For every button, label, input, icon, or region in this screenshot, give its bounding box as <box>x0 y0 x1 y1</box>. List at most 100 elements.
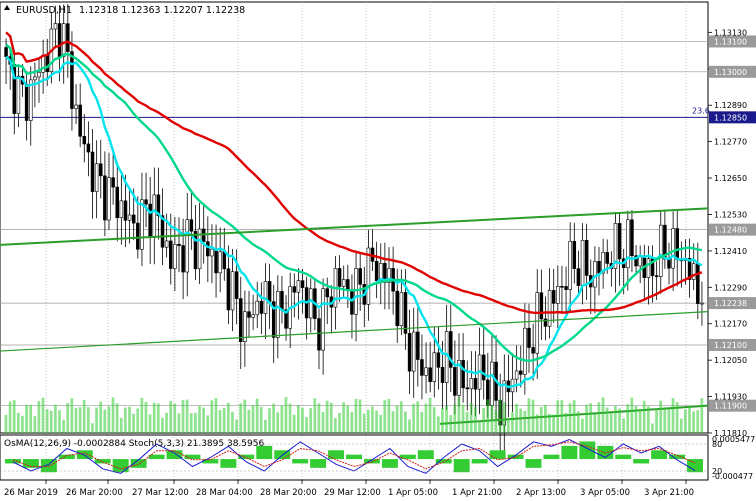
price-tick-label: 1.12770 <box>714 138 747 147</box>
volume-bar <box>572 400 576 433</box>
fib-label: 23.6 <box>692 106 710 115</box>
volume-bar <box>62 419 65 433</box>
candle-body <box>601 252 605 274</box>
volume-bar <box>408 419 411 433</box>
volume-bar <box>329 402 333 433</box>
candle-body <box>436 352 441 368</box>
candle-body <box>551 290 556 304</box>
osma-bar <box>238 454 255 460</box>
volume-bar <box>651 423 654 433</box>
volume-bar <box>618 408 621 433</box>
candle-body <box>169 240 173 269</box>
volume-bar <box>37 400 41 433</box>
candle-body <box>440 367 445 383</box>
volume-bar <box>54 404 57 433</box>
price-tick-label: 1.12050 <box>714 356 747 365</box>
volume-bar <box>679 418 683 433</box>
volume-bar <box>354 398 358 433</box>
candle-body <box>300 280 305 288</box>
symbol-label: EURUSD,H1 <box>16 5 72 16</box>
candle-body <box>576 268 581 286</box>
candle-body <box>514 370 519 380</box>
volume-bar <box>124 407 127 433</box>
candle-body <box>457 360 461 396</box>
candle-body <box>432 352 437 382</box>
candle-body <box>671 228 675 269</box>
volume-bar <box>350 411 354 433</box>
candle-body <box>107 177 111 221</box>
volume-bar <box>420 411 424 433</box>
volume-bar <box>597 402 601 433</box>
volume-bar <box>194 412 197 433</box>
volume-bar <box>474 406 477 433</box>
volume-bar <box>338 412 341 433</box>
candle-body <box>321 288 325 351</box>
price-tick-label: 1.12410 <box>714 247 747 256</box>
volume-bar <box>144 401 148 433</box>
osma-frame <box>0 434 709 481</box>
osma-bar <box>579 441 596 460</box>
candle-body <box>613 223 618 269</box>
volume-bar <box>8 401 12 433</box>
volume-bar <box>132 413 135 433</box>
price-tick-label: 1.12650 <box>714 174 747 183</box>
candle-body <box>86 143 91 153</box>
volume-bar <box>243 399 247 433</box>
candle-body <box>317 318 321 351</box>
osma-bar <box>166 450 183 460</box>
volume-bar <box>535 414 539 433</box>
osma-tick-label: 80 <box>712 440 722 449</box>
volume-bar <box>494 409 498 433</box>
candle-body <box>230 271 235 311</box>
volume-bar <box>556 400 560 433</box>
osma-bar <box>76 450 93 460</box>
candle-body <box>667 258 671 269</box>
candle-body <box>580 239 585 286</box>
osma-tick-label: 0.0005477 <box>712 435 755 444</box>
candle-body <box>527 327 531 348</box>
candle-body <box>123 200 128 221</box>
candle-body <box>449 331 453 368</box>
osma-bar <box>148 454 165 460</box>
volume-bar <box>461 404 465 433</box>
candle-body <box>119 200 124 219</box>
volume-bar <box>169 400 173 433</box>
candle-body <box>276 291 280 338</box>
volume-bar <box>25 404 28 433</box>
volume-bar <box>387 398 391 433</box>
volume-bar <box>498 399 502 433</box>
volume-bar <box>601 397 605 433</box>
candle-body <box>214 248 218 274</box>
time-axis: 26 Mar 2019 26 Mar 20:00 27 Mar 12:00 28 Ma… <box>4 480 694 498</box>
volume-bar <box>280 405 284 433</box>
candle-body <box>374 260 379 281</box>
volume-bar <box>675 402 679 433</box>
volume-bar <box>210 400 214 433</box>
volume-bar <box>465 411 469 433</box>
candle-body <box>115 186 119 219</box>
candle-body <box>337 268 342 287</box>
osma-bar <box>363 459 380 464</box>
volume-bar <box>296 405 300 433</box>
price-axis: 1.132501.131301.130101.128901.127701.126… <box>708 0 756 438</box>
volume-bar <box>589 403 593 433</box>
volume-bar <box>177 413 181 433</box>
volume-bar <box>527 398 531 433</box>
volume-bar <box>29 405 33 433</box>
volume-bar <box>391 411 395 433</box>
level-label: 1.12480 <box>714 226 747 235</box>
volume-bar <box>383 400 387 433</box>
price-tick-label: 1.11930 <box>714 393 747 402</box>
time-tick-label: 1 Apr 21:00 <box>452 488 502 498</box>
candle-body <box>568 241 572 290</box>
volume-bar <box>152 402 156 433</box>
volume-bar <box>41 397 45 433</box>
candle-body <box>189 219 194 232</box>
candle-body <box>535 292 539 354</box>
candle-body <box>605 252 609 264</box>
header-arrow-icon <box>4 5 10 10</box>
volume-bar <box>49 410 53 433</box>
volume-bar <box>564 412 568 433</box>
level-label-box <box>709 35 756 48</box>
